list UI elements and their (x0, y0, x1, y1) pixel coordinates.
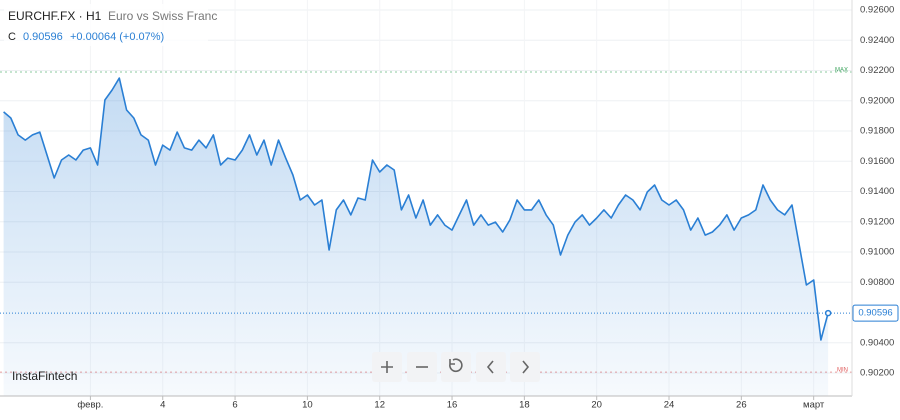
zoom-in-button[interactable] (372, 352, 402, 382)
last-price-label: 0.90596 (858, 308, 892, 319)
y-tick-label: 0.90200 (860, 368, 894, 379)
y-tick-label: 0.90800 (860, 277, 894, 288)
y-tick-label: 0.92200 (860, 65, 894, 76)
quote-change: +0.00064 (+0.07%) (70, 31, 164, 43)
x-tick-label: март (803, 400, 825, 411)
price-line (3, 77, 829, 341)
zoom-out-button[interactable] (407, 352, 437, 382)
area (3, 78, 829, 396)
x-tick-label: 16 (447, 400, 458, 411)
quote-close: 0.90596 (23, 31, 63, 43)
x-tick-label: 20 (591, 400, 602, 411)
x-tick-label: 4 (160, 400, 165, 411)
last-price-box (852, 304, 899, 322)
chart-subtitle: Euro vs Swiss Franc (108, 9, 217, 23)
y-tick-label: 0.92400 (860, 35, 894, 46)
x-tick-label: 18 (519, 400, 530, 411)
min-line-label: MIN (837, 368, 848, 374)
y-tick-label: 0.90400 (860, 337, 894, 348)
x-tick-label: 12 (374, 400, 385, 411)
last-point (824, 309, 832, 317)
brand: InstaFintech (12, 369, 77, 383)
x-tick-label: 24 (664, 400, 675, 411)
x-tick-label: 6 (232, 400, 237, 411)
y-tick-label: 0.92000 (860, 95, 894, 106)
y-tick-label: 0.91000 (860, 247, 894, 258)
chart-title: EURCHF.FX · H1 (8, 9, 102, 23)
toolbar (372, 352, 540, 382)
header-bg (4, 4, 208, 46)
x-tick-label: февр. (77, 400, 103, 411)
plot (3, 77, 832, 396)
scroll-right-button[interactable] (510, 352, 540, 382)
y-tick-label: 0.91400 (860, 186, 894, 197)
reset-button[interactable] (441, 352, 471, 382)
x-tick-label: 26 (736, 400, 747, 411)
scroll-left-button[interactable] (476, 352, 506, 382)
max-line-label: MAX (835, 68, 848, 74)
y-tick-label: 0.91800 (860, 126, 894, 137)
x-tick-label: 10 (302, 400, 313, 411)
y-tick-label: 0.92600 (860, 4, 894, 15)
y-tick-label: 0.91600 (860, 156, 894, 167)
quote-prefix: C (8, 31, 16, 43)
y-tick-label: 0.91200 (860, 216, 894, 227)
